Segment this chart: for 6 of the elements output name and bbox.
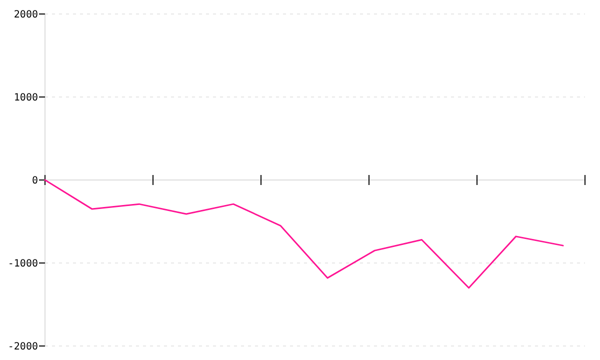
line-series [44,179,564,289]
y-tick-label: -1000 [8,258,38,270]
y-tick-label: 0 [32,176,38,186]
y-tick-label: -2000 [8,342,38,352]
y-tick-label: 2000 [14,10,38,20]
y-tick-label: 1000 [14,92,38,104]
